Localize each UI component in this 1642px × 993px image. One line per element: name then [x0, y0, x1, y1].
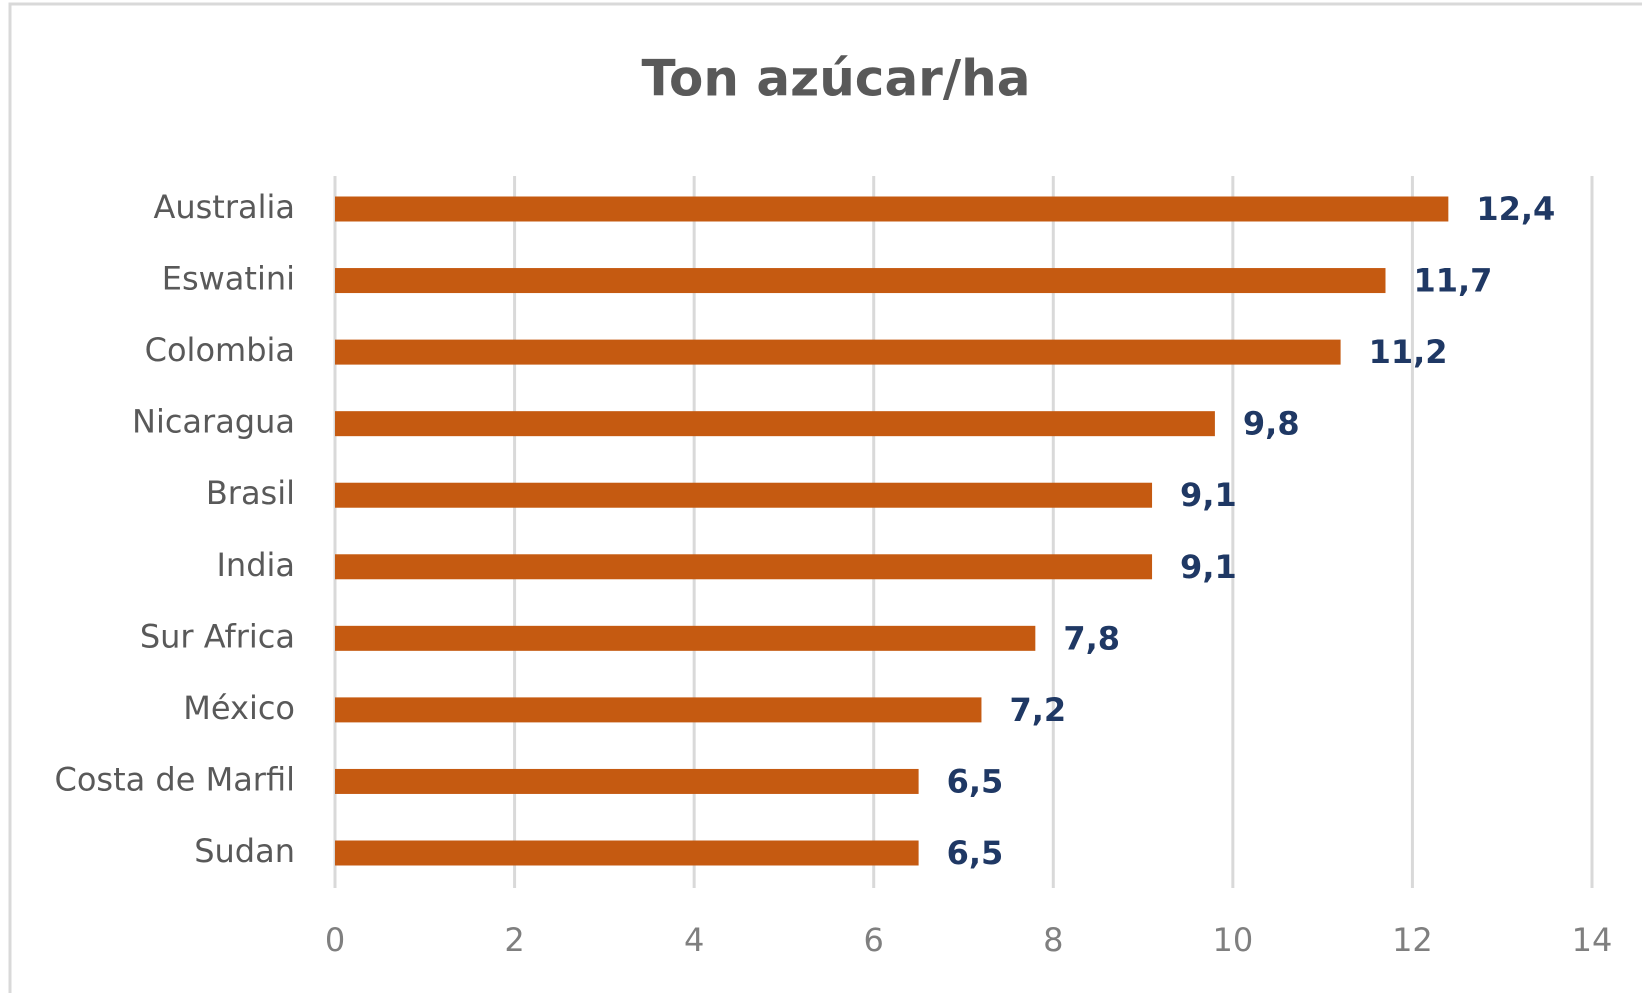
data-label: 7,2	[1009, 691, 1066, 729]
bar	[335, 196, 1449, 222]
bar	[335, 268, 1386, 294]
category-label: Sur Africa	[140, 617, 295, 655]
x-tick-label: 0	[325, 921, 345, 959]
bar	[335, 625, 1036, 651]
data-label: 12,4	[1476, 190, 1555, 228]
data-label: 7,8	[1063, 619, 1120, 657]
bar	[335, 768, 919, 794]
x-tick-label: 4	[684, 921, 704, 959]
category-label: Costa de Marfil	[54, 760, 295, 798]
category-label: India	[216, 546, 295, 584]
data-label: 11,2	[1369, 333, 1448, 371]
data-label: 9,1	[1180, 548, 1237, 586]
bar	[335, 339, 1341, 365]
x-tick-label: 12	[1392, 921, 1433, 959]
data-label: 11,7	[1413, 262, 1492, 300]
category-label: Sudan	[194, 832, 295, 870]
data-label: 6,5	[947, 762, 1004, 800]
bar	[335, 482, 1153, 508]
category-label: Colombia	[145, 331, 295, 369]
x-tick-label: 10	[1212, 921, 1253, 959]
x-tick-label: 8	[1043, 921, 1063, 959]
x-tick-label: 14	[1572, 921, 1613, 959]
chart-title: Ton azúcar/ha	[642, 50, 1031, 108]
bar	[335, 411, 1215, 437]
category-label: Brasil	[206, 474, 295, 512]
x-tick-label: 2	[504, 921, 524, 959]
data-label: 6,5	[947, 834, 1004, 872]
category-label: Eswatini	[162, 260, 295, 298]
category-label: México	[183, 689, 295, 727]
bar	[335, 697, 982, 723]
x-tick-label: 6	[864, 921, 884, 959]
bar	[335, 840, 919, 866]
data-label: 9,1	[1180, 476, 1237, 514]
bar	[335, 554, 1153, 580]
data-label: 9,8	[1243, 405, 1300, 443]
category-label: Australia	[153, 188, 295, 226]
category-label: Nicaragua	[132, 403, 295, 441]
